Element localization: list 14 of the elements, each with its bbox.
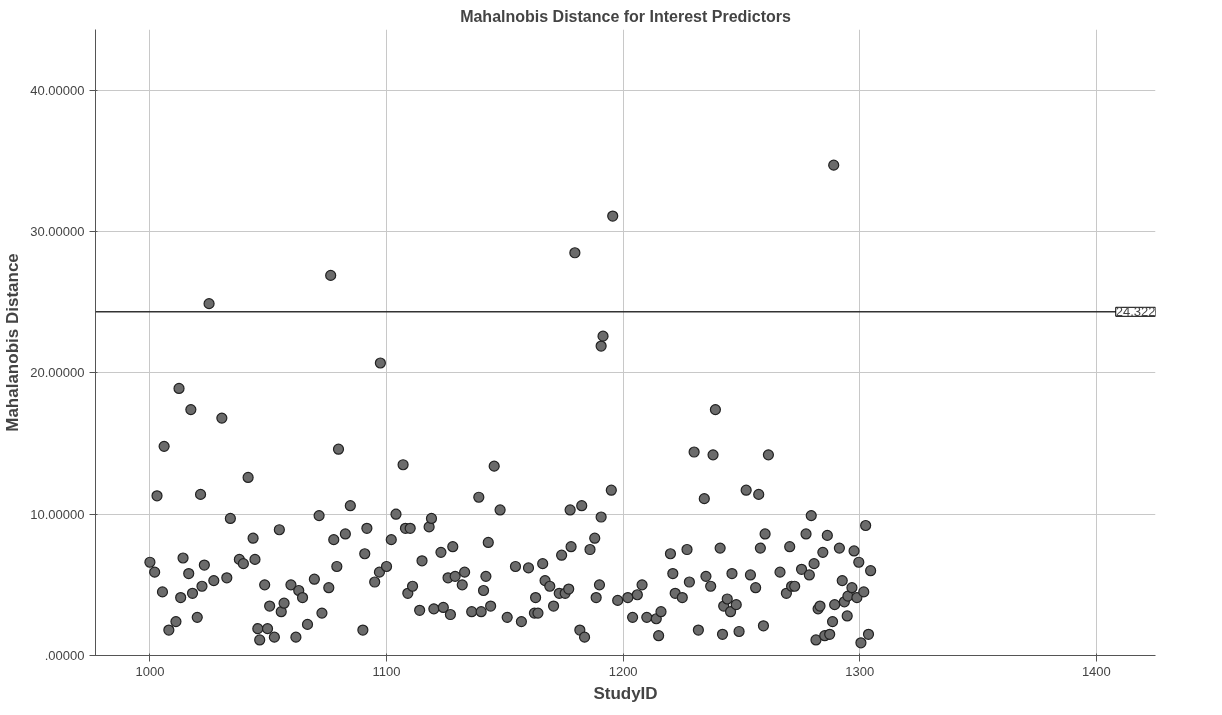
ref-line-label: 24.322 <box>1115 304 1156 320</box>
x-axis-title: StudyID <box>593 683 658 703</box>
y-tick-label: .00000 <box>44 648 85 663</box>
x-tick-label: 1000 <box>135 663 165 679</box>
x-tick-label: 1100 <box>372 663 401 679</box>
y-tick-label: 10.00000 <box>30 506 85 522</box>
chart-title: Mahalnobis Distance for Interest Predictors <box>460 7 791 25</box>
x-tick-label: 1200 <box>608 663 638 679</box>
y-tick-label: 30.00000 <box>30 224 85 240</box>
y-tick-label: 20.00000 <box>30 365 85 381</box>
x-tick-label: 1300 <box>845 663 875 679</box>
x-tick-label: 1400 <box>1081 663 1111 679</box>
y-axis-title: Mahalanobis Distance <box>3 253 23 432</box>
y-tick-label: 40.00000 <box>30 82 85 98</box>
